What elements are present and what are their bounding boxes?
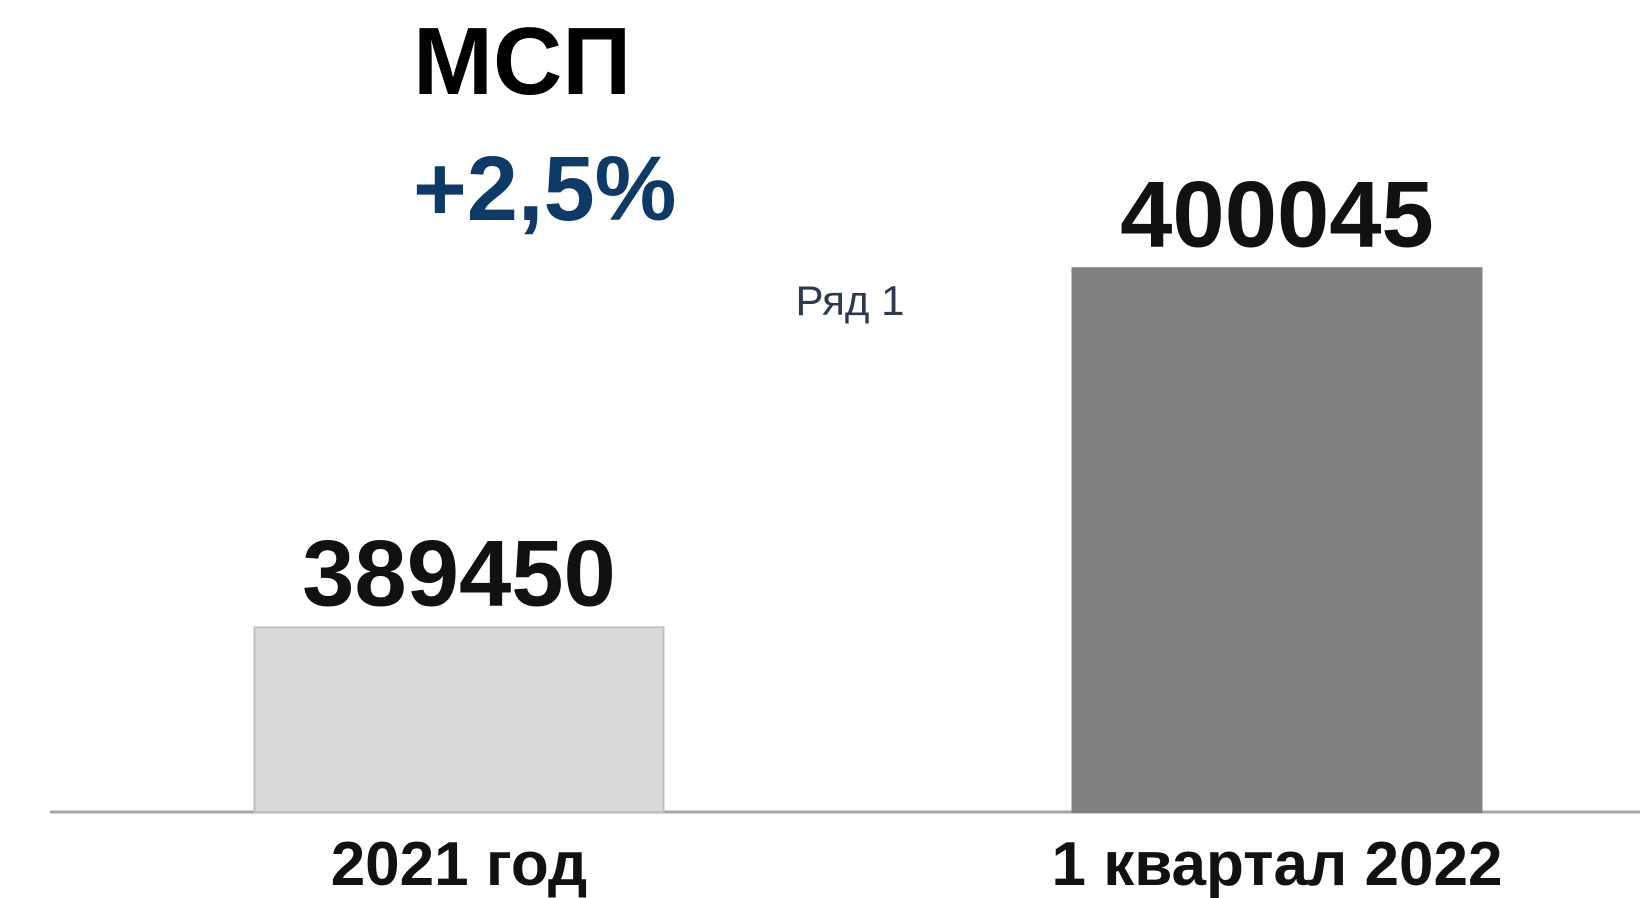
data-label: 400045 xyxy=(1120,161,1434,266)
data-label: 389450 xyxy=(302,520,616,625)
legend-label: Ряд 1 xyxy=(796,277,905,324)
x-tick-label: 1 квартал 2022 xyxy=(1052,830,1503,898)
bar xyxy=(1071,267,1483,813)
bar xyxy=(253,626,665,813)
chart-title: МСП xyxy=(413,8,631,115)
chart-subtitle: +2,5% xyxy=(413,138,676,240)
x-tick-label: 2021 год xyxy=(331,830,588,898)
